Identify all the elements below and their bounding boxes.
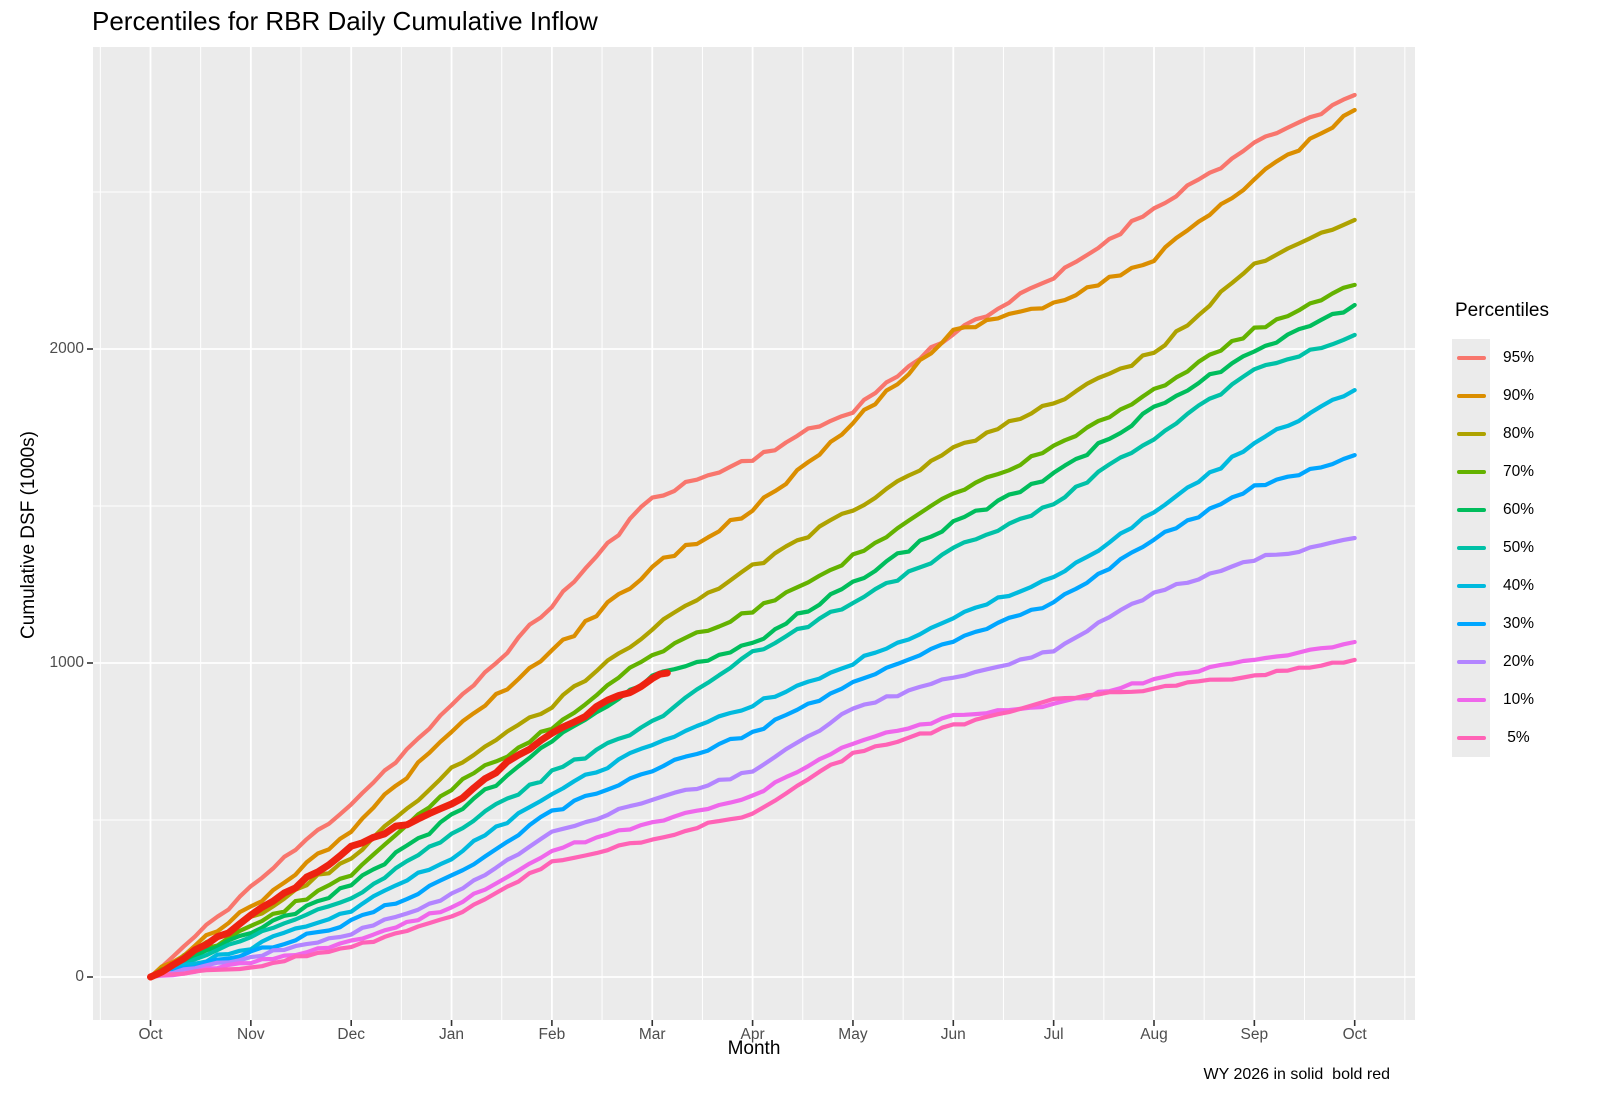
line-swatch-icon	[1456, 621, 1486, 627]
legend: Percentiles 95% 90% 80% 70% 60% 50% 40% …	[1452, 300, 1600, 757]
x-tick-label: May	[838, 1026, 868, 1043]
legend-entry-40: 40%	[1452, 567, 1600, 605]
line-swatch-icon	[1456, 659, 1486, 665]
legend-title: Percentiles	[1455, 300, 1549, 321]
legend-entry-60: 60%	[1452, 491, 1600, 529]
x-axis-title: Month	[727, 1038, 781, 1059]
line-swatch-icon	[1456, 469, 1486, 475]
legend-key	[1452, 377, 1490, 415]
legend-entry-80: 80%	[1452, 415, 1600, 453]
line-swatch-icon	[1456, 735, 1486, 741]
x-tick-label: Sep	[1240, 1026, 1269, 1043]
legend-entry-5: 5%	[1452, 719, 1600, 757]
line-swatch-icon	[1456, 697, 1486, 703]
legend-entry-70: 70%	[1452, 453, 1600, 491]
x-tick-label: Feb	[538, 1026, 566, 1043]
caption-wy2026: WY 2026 in solid bold red	[1203, 1066, 1390, 1083]
x-tick-label: Aug	[1140, 1026, 1168, 1043]
legend-entry-20: 20%	[1452, 643, 1600, 681]
y-axis-title: Cumulative DSF (1000s)	[18, 430, 39, 640]
legend-entry-90: 90%	[1452, 377, 1600, 415]
x-tick-label: Oct	[138, 1026, 163, 1043]
line-swatch-icon	[1456, 545, 1486, 551]
chart-title: Percentiles for RBR Daily Cumulative Inf…	[92, 6, 598, 36]
legend-key	[1452, 339, 1490, 377]
line-swatch-icon	[1456, 431, 1486, 437]
legend-key	[1452, 415, 1490, 453]
legend-entry-30: 30%	[1452, 605, 1600, 643]
y-tick-label: 0	[75, 968, 84, 985]
line-swatch-icon	[1456, 393, 1486, 399]
x-tick-label: Apr	[740, 1026, 765, 1043]
legend-entry-10: 10%	[1452, 681, 1600, 719]
legend-key	[1452, 681, 1490, 719]
legend-key	[1452, 719, 1490, 757]
line-swatch-icon	[1456, 355, 1486, 361]
x-tick-label: Jul	[1043, 1026, 1064, 1043]
x-tick-label: Jun	[940, 1026, 966, 1043]
legend-key	[1452, 605, 1490, 643]
legend-key	[1452, 491, 1490, 529]
x-tick-label: Dec	[337, 1026, 365, 1043]
y-tick-label: 2000	[49, 340, 84, 357]
legend-key	[1452, 567, 1490, 605]
line-swatch-icon	[1456, 507, 1486, 513]
x-tick-label: Jan	[439, 1026, 465, 1043]
x-tick-label: Nov	[237, 1026, 265, 1043]
legend-entry-95: 95%	[1452, 339, 1600, 377]
legend-entry-50: 50%	[1452, 529, 1600, 567]
line-swatch-icon	[1456, 583, 1486, 589]
legend-key	[1452, 643, 1490, 681]
x-tick-label: Mar	[638, 1026, 666, 1043]
y-tick-label: 1000	[49, 654, 84, 671]
legend-key	[1452, 453, 1490, 491]
legend-key	[1452, 529, 1490, 567]
x-tick-label: Oct	[1342, 1026, 1367, 1043]
